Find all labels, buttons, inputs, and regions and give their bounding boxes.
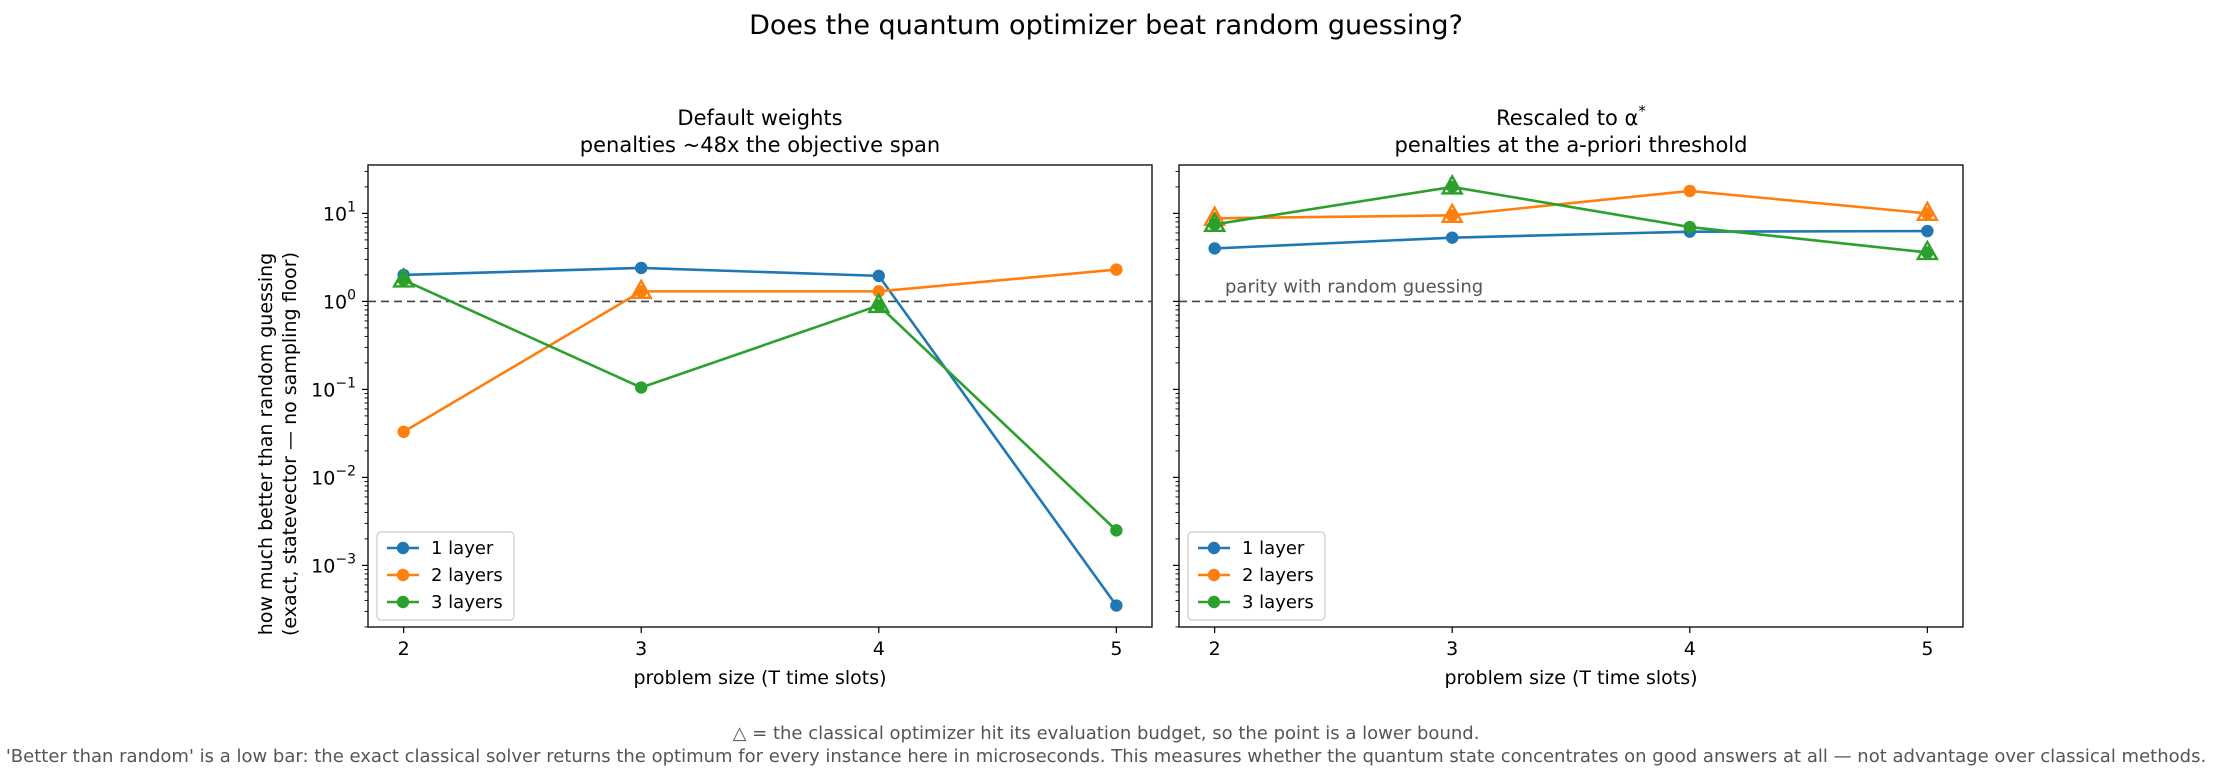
series-2-layers <box>397 263 1123 438</box>
y-tick-exponent: −3 <box>335 551 356 567</box>
legend-marker <box>1207 541 1221 555</box>
series-line <box>403 278 1118 532</box>
legend-label: 3 layers <box>1242 592 1314 613</box>
x-tick-label: 4 <box>873 638 885 660</box>
y-tick-exponent: −1 <box>335 375 356 391</box>
lower-bound-marker <box>1915 200 1939 222</box>
lower-bound-marker <box>1203 211 1227 233</box>
data-point <box>1110 263 1123 276</box>
panel-title-line1: Default weights <box>677 106 842 130</box>
series-1-layer <box>397 261 1123 612</box>
y-tick-base: 10 <box>323 291 347 313</box>
y-tick-label: 101 <box>323 199 356 225</box>
footer-note-caveat: 'Better than random' is a low bar: the e… <box>6 746 2206 767</box>
y-axis-label-line2: (exact, statevector — no sampling floor) <box>279 252 301 636</box>
series-3-layers <box>392 267 1123 537</box>
panel-default-weights: Default weights penalties ~48x the objec… <box>255 106 1153 689</box>
panel-title-line2: penalties at the a-priori threshold <box>1395 133 1748 157</box>
x-tick-label: 5 <box>1110 638 1122 660</box>
legend-label: 3 layers <box>431 592 503 613</box>
panel-title-line2: penalties ~48x the objective span <box>580 133 940 157</box>
legend-label: 2 layers <box>1242 565 1314 586</box>
x-tick-label: 4 <box>1684 638 1696 660</box>
legend-label: 1 layer <box>431 538 494 559</box>
axes-frame <box>1178 164 1964 628</box>
data-point <box>1683 184 1696 198</box>
data-point <box>397 425 410 438</box>
y-tick-base: 10 <box>323 203 347 225</box>
x-tick-label: 3 <box>635 638 647 660</box>
parity-label: parity with random guessing <box>1225 276 1483 297</box>
x-tick-label: 3 <box>1446 638 1458 660</box>
series-line <box>1214 189 1928 220</box>
data-point <box>1110 524 1123 537</box>
data-point <box>1683 220 1696 234</box>
legend-marker <box>1207 568 1221 582</box>
lower-bound-marker <box>1915 239 1939 261</box>
data-point <box>1921 224 1934 238</box>
x-axis-label: problem size (T time slots) <box>1444 667 1697 689</box>
panel-rescaled: Rescaled to α* penalties at the a-priori… <box>1173 102 1964 689</box>
legend-box <box>376 531 515 621</box>
x-tick-label: 2 <box>398 638 410 660</box>
x-axis-label: problem size (T time slots) <box>633 667 886 689</box>
legend-label: 1 layer <box>1242 538 1305 559</box>
series-line <box>402 268 1117 433</box>
series-2-layers <box>1203 184 1939 226</box>
legend-marker <box>396 568 410 582</box>
footer-note-lower-bound: △ = the classical optimizer hit its eval… <box>733 723 1480 744</box>
y-tick-exponent: 1 <box>347 199 356 215</box>
legend: 1 layer 2 layers 3 layers <box>1187 531 1326 621</box>
panel-title-superscript: * <box>1638 102 1646 120</box>
y-tick-label: 10−3 <box>311 551 356 577</box>
y-tick-base: 10 <box>311 555 335 577</box>
x-tick-label: 5 <box>1921 638 1933 660</box>
data-point <box>635 381 648 394</box>
legend-marker <box>396 595 410 609</box>
figure-title: Does the quantum optimizer beat random g… <box>749 10 1463 41</box>
lower-bound-marker <box>629 278 653 300</box>
y-tick-exponent: −2 <box>335 463 356 479</box>
series-line <box>403 266 1118 607</box>
axes-frame <box>367 164 1153 628</box>
series-line <box>1214 185 1928 254</box>
legend-box <box>1187 531 1326 621</box>
y-tick-exponent: 0 <box>347 287 356 303</box>
data-point <box>872 285 885 298</box>
lower-bound-marker <box>1440 202 1464 224</box>
legend-marker <box>1207 595 1221 609</box>
data-point <box>872 269 885 283</box>
series-3-layers <box>1203 173 1939 261</box>
data-point <box>1208 242 1221 255</box>
series-1-layer <box>1208 224 1934 255</box>
data-point <box>1110 599 1123 612</box>
data-point <box>1446 231 1459 244</box>
y-tick-base: 10 <box>311 379 335 401</box>
y-tick-label: 10−2 <box>311 463 356 489</box>
legend-marker <box>396 541 410 555</box>
lower-bound-marker <box>867 292 891 314</box>
panel-title-line1: Rescaled to α* <box>1496 102 1646 130</box>
panel-title-text: Rescaled to α <box>1496 106 1638 130</box>
y-tick-label: 100 <box>323 287 356 313</box>
x-tick-label: 2 <box>1209 638 1221 660</box>
y-tick-label: 10−1 <box>311 375 356 401</box>
lower-bound-marker <box>392 267 416 288</box>
data-point <box>635 261 648 275</box>
y-tick-base: 10 <box>311 467 335 489</box>
y-axis-label-line1: how much better than random guessing <box>255 253 277 635</box>
series-line <box>1214 229 1928 250</box>
lower-bound-marker <box>1440 173 1464 195</box>
legend-label: 2 layers <box>431 565 503 586</box>
legend: 1 layer 2 layers 3 layers <box>376 531 515 621</box>
